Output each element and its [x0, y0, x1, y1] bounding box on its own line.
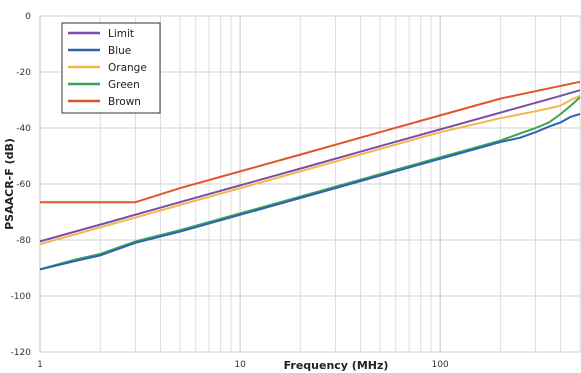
- series-line-blue: [39, 113, 581, 271]
- legend-label-limit: Limit: [108, 28, 134, 40]
- y-axis-title: PSAACR-F (dB): [3, 138, 16, 230]
- series-line-limit: [39, 89, 581, 243]
- x-tick-label: 1: [37, 360, 43, 370]
- series-line-brown: [40, 80, 581, 204]
- y-axis-tick-labels: 0 -20 -40 -60 -80 -100 -120: [11, 12, 32, 358]
- series-layer: [39, 80, 581, 271]
- legend-label-orange: Orange: [108, 62, 147, 74]
- legend-label-green: Green: [108, 79, 140, 91]
- y-tick-label: -80: [16, 236, 31, 246]
- y-tick-label: -100: [11, 292, 32, 302]
- y-tick-label: -120: [11, 348, 32, 358]
- y-tick-label: -20: [16, 68, 31, 78]
- x-tick-label: 100: [432, 360, 449, 370]
- legend-label-brown: Brown: [108, 96, 141, 108]
- x-tick-label: 10: [234, 360, 246, 370]
- y-tick-label: 0: [25, 12, 31, 22]
- legend-label-blue: Blue: [108, 45, 131, 57]
- legend: Limit Blue Orange Green Brown: [61, 22, 161, 114]
- x-axis-tick-labels: 1 10 100: [37, 360, 449, 370]
- x-axis-title: Frequency (MHz): [284, 359, 389, 372]
- series-line-green: [39, 96, 581, 271]
- series-line-orange: [39, 94, 581, 246]
- y-tick-label: -40: [16, 124, 31, 134]
- y-tick-label: -60: [16, 180, 31, 190]
